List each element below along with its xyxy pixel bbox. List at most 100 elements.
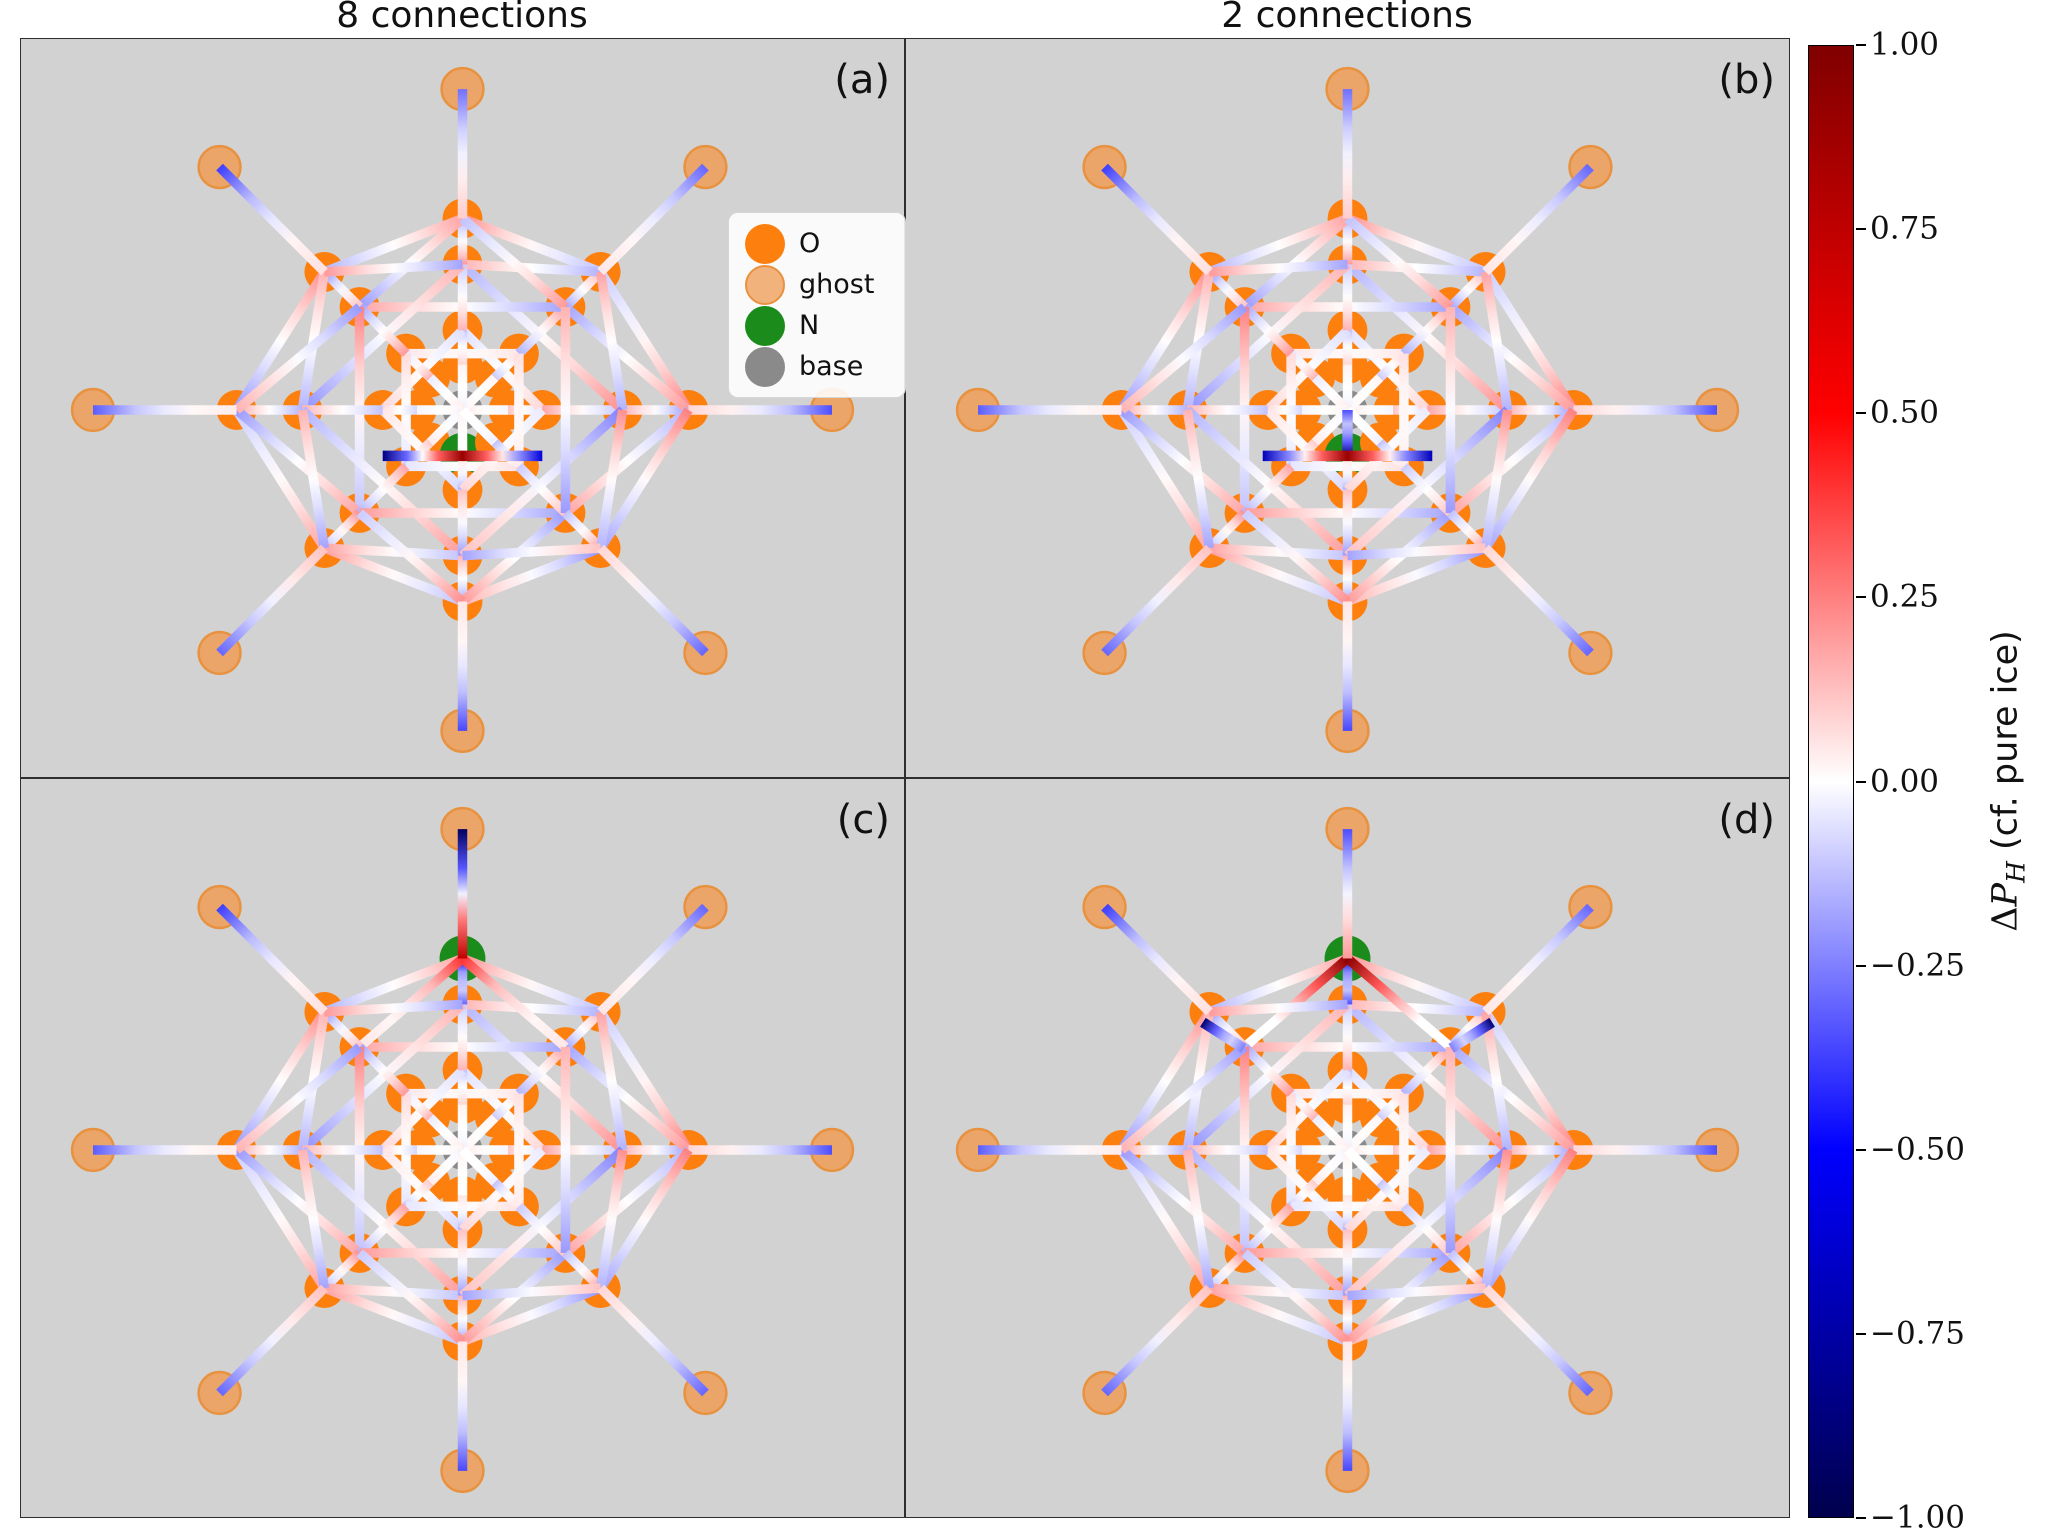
- bond-edge: [1118, 406, 1248, 517]
- bond-edge: [233, 303, 363, 414]
- bond-edge: [297, 1149, 330, 1289]
- bond-edge: [1480, 409, 1513, 549]
- bond-edge: [595, 1149, 628, 1289]
- bond-edge: [1345, 543, 1488, 606]
- bond-edge: [233, 1043, 363, 1154]
- bond-edge: [426, 374, 466, 414]
- bond-edge: [1206, 509, 1248, 552]
- bond-edge: [216, 163, 328, 276]
- edges: [93, 829, 832, 1471]
- bond-edge: [1311, 406, 1351, 446]
- bond-edge: [1447, 509, 1489, 552]
- bond-edge: [459, 260, 626, 414]
- colorbar-tick: [1856, 44, 1866, 46]
- bond-edge: [1482, 903, 1594, 1016]
- colorbar-tick-label: 0.75: [1870, 210, 1940, 247]
- panel-label-a: (a): [834, 57, 890, 103]
- bond-edge: [1344, 374, 1384, 414]
- bond-edge: [1184, 1146, 1351, 1300]
- bond-edge: [459, 1114, 499, 1154]
- edges: [93, 89, 832, 731]
- bond-edge: [460, 214, 603, 277]
- bond-edge: [1311, 374, 1351, 414]
- bond-edge: [1448, 1017, 1495, 1053]
- bond-edge: [232, 1147, 329, 1291]
- colorbar-tick-label: −0.75: [1870, 1315, 1965, 1352]
- bond-edge: [324, 1283, 463, 1301]
- bond-edge: [1241, 509, 1351, 606]
- bond-edge: [1345, 1283, 1488, 1346]
- bond-edge: [1400, 463, 1454, 517]
- bond-edge: [1347, 543, 1486, 561]
- bond-edge: [1101, 1284, 1213, 1397]
- legend: O ghost N base: [728, 212, 906, 398]
- panel-label-d: (d): [1718, 797, 1775, 843]
- bond-edge: [1447, 1043, 1577, 1154]
- bond-edge: [562, 1249, 604, 1292]
- bond-edge: [515, 1043, 569, 1097]
- legend-label-base: base: [799, 351, 864, 382]
- bond-edge: [1400, 303, 1454, 357]
- bond-edge: [1400, 1203, 1454, 1257]
- bond-edge: [1207, 1283, 1350, 1346]
- bond-edge: [597, 163, 709, 276]
- bond-edge: [596, 407, 693, 551]
- colorbar-tick-label: −0.25: [1870, 946, 1965, 983]
- bond-edge: [596, 1009, 693, 1153]
- bond-edge: [460, 1283, 603, 1346]
- bond-edge: [299, 1146, 466, 1300]
- colorbar-tick: [1856, 780, 1866, 783]
- bond-edge: [1447, 406, 1577, 517]
- colorbar-tick: [1856, 964, 1866, 967]
- network-plot-b: [955, 66, 1740, 754]
- panel-c: (c): [20, 778, 905, 1518]
- bond-edge: [597, 544, 709, 657]
- bond-edge: [459, 954, 569, 1051]
- panel-label-c: (c): [836, 797, 890, 843]
- legend-item-base: base: [745, 346, 905, 387]
- bond-edge: [426, 1146, 466, 1186]
- bond-edge: [462, 999, 601, 1017]
- colorbar-tick: [1856, 596, 1866, 599]
- bond-edge: [462, 543, 601, 561]
- bond-edge: [1482, 544, 1594, 657]
- bond-edge: [1447, 1146, 1577, 1257]
- bond-edge: [322, 214, 465, 277]
- bond-edge: [515, 303, 569, 357]
- network-plot-a: [70, 66, 855, 754]
- legend-item-n: N: [745, 305, 905, 346]
- bond-edge: [356, 1043, 410, 1097]
- bond-edge: [1117, 1147, 1214, 1291]
- bond-edge: [459, 1146, 626, 1300]
- bond-edge: [596, 1147, 693, 1291]
- colorbar-tick-label: −0.50: [1870, 1131, 1965, 1168]
- bond-edge: [1481, 1009, 1578, 1153]
- bond-edge: [1118, 1043, 1248, 1154]
- bond-edge: [462, 259, 601, 277]
- bond-edge: [1481, 1147, 1578, 1291]
- bond-edge: [324, 543, 463, 561]
- colorbar-tick-label: 0.00: [1870, 762, 1940, 799]
- bond-edge: [460, 543, 603, 606]
- bond-edge: [322, 1283, 465, 1346]
- legend-label-o: O: [799, 228, 821, 259]
- bond-edge: [322, 954, 465, 1017]
- bond-edge: [1206, 1249, 1248, 1292]
- bond-edge: [1344, 1000, 1511, 1154]
- bond-edge: [1347, 999, 1486, 1017]
- panel-d: (d): [905, 778, 1790, 1518]
- bond-edge: [1344, 406, 1384, 446]
- colorbar-tick-label: 0.25: [1870, 578, 1940, 615]
- bond-edge: [459, 406, 499, 446]
- bond-edge: [1344, 1146, 1511, 1300]
- bond-edge: [459, 1000, 626, 1154]
- bond-edge: [1209, 259, 1348, 277]
- bond-edge: [1344, 260, 1511, 414]
- bond-edge: [595, 409, 628, 549]
- bond-edge: [1447, 303, 1577, 414]
- bond-edge: [1347, 1283, 1486, 1301]
- bond-edge: [1481, 269, 1578, 413]
- bond-edge: [1345, 954, 1488, 1017]
- bond-edge: [299, 1000, 466, 1154]
